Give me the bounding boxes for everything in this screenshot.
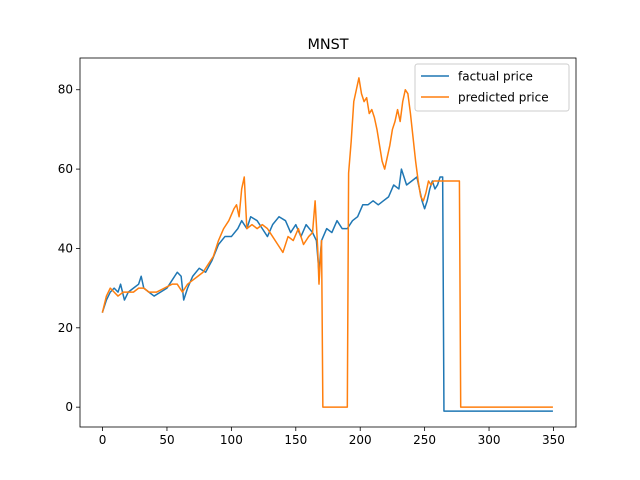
y-tick-label: 20 (58, 321, 73, 335)
legend-box (414, 63, 570, 112)
y-tick-label: 0 (65, 400, 73, 414)
axes-frame (79, 57, 577, 428)
y-tick-label: 80 (58, 83, 73, 97)
chart-title: MNST (307, 37, 348, 53)
legend: factual price predicted price (414, 63, 570, 112)
legend-label-2: predicted price (458, 91, 549, 105)
x-tick-label: 50 (159, 433, 174, 447)
x-tick-label: 200 (349, 433, 372, 447)
y-tick-label: 40 (58, 241, 73, 255)
series-line-2 (101, 77, 553, 408)
x-tick-label: 250 (413, 433, 436, 447)
x-tick-label: 0 (99, 433, 107, 447)
x-tick-label: 300 (478, 433, 501, 447)
x-tick-label: 350 (542, 433, 565, 447)
plot-area (101, 77, 553, 412)
y-tick-label: 60 (58, 162, 73, 176)
series-line-1 (101, 168, 553, 412)
x-tick-label: 100 (220, 433, 243, 447)
x-tick-label: 150 (284, 433, 307, 447)
axes: 0 50 100 150 200 250 300 350 0 20 40 60 80 (58, 57, 577, 447)
legend-label-1: factual price (458, 70, 533, 84)
